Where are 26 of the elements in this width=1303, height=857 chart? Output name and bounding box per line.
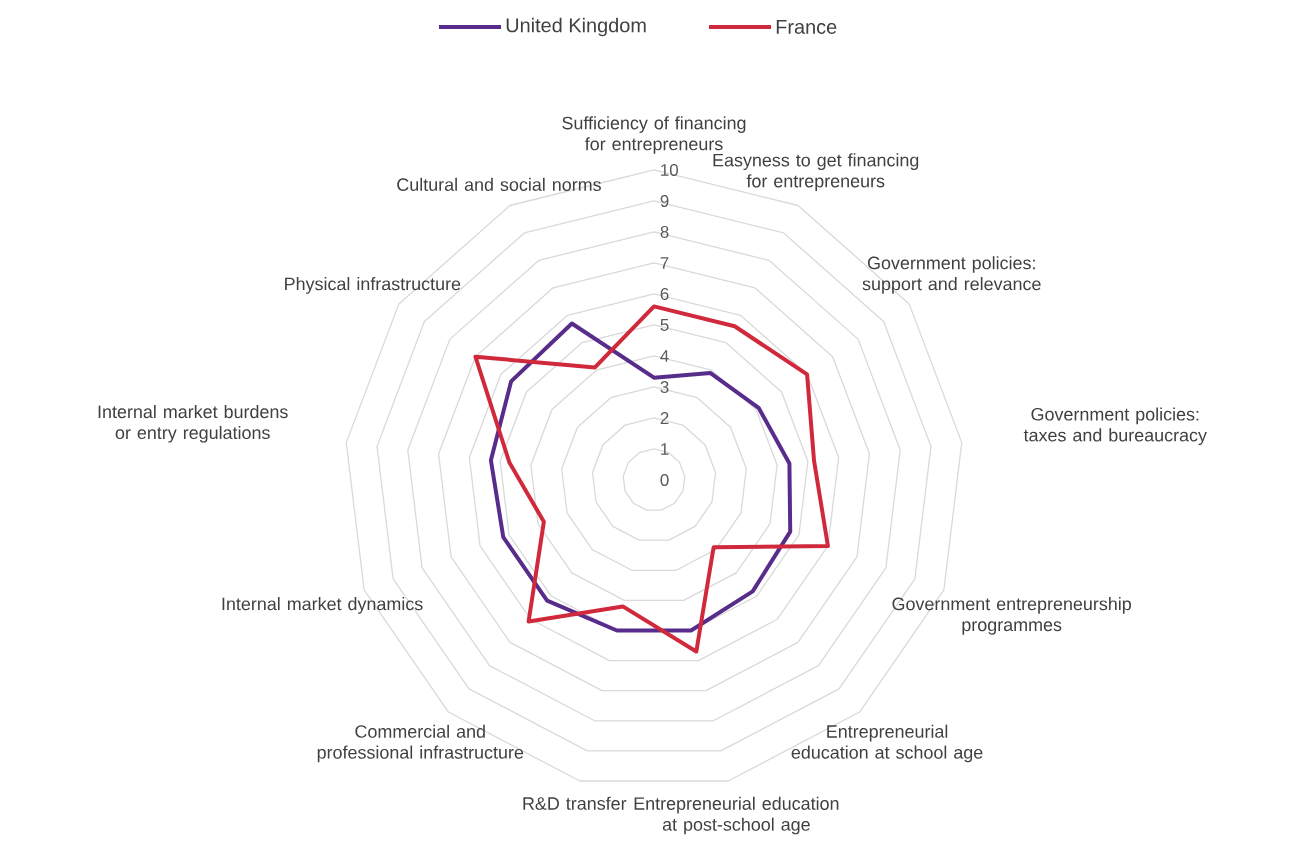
spoke-label: Government policies: support and relevance [862,256,1041,294]
spoke-label: Government entrepreneurship programmes [892,597,1131,635]
y-tick-label: 5 [660,319,669,331]
spoke-label: Physical infrastructure [285,277,461,294]
y-tick-label: 0 [660,474,669,486]
spoke-label: R&D transfer [523,796,627,810]
legend-label: United Kingdom [506,17,646,37]
spoke-label: Sufficiency of financing for entrepreneurs [562,116,746,154]
spoke-label: Commercial and professional infrastructure [317,724,524,763]
spoke-label: Cultural and social norms [397,177,601,191]
y-tick-label: 2 [660,412,669,424]
y-tick-label: 3 [660,381,669,393]
spoke-label: Easyness to get financing for entrepreneurs [713,153,919,191]
y-tick-label: 9 [660,194,669,207]
y-tick-label: 10 [661,163,679,176]
y-tick-label: 8 [660,225,669,238]
y-tick-label: 1 [661,443,669,455]
y-tick-label: 7 [660,257,669,269]
legend-label: France [776,20,837,34]
spoke-label: Entrepreneurial education at post-school age [634,796,839,835]
spoke-label: Entrepreneurial education at school age [791,724,983,763]
spoke-label: Internal market dynamics [222,597,423,614]
y-tick-label: 6 [660,288,669,300]
spoke-label: Government policies: taxes and bureaucracy [1023,407,1207,446]
spoke-label: Internal market burdens or entry regulations [98,404,288,443]
y-tick-label: 4 [660,350,669,362]
